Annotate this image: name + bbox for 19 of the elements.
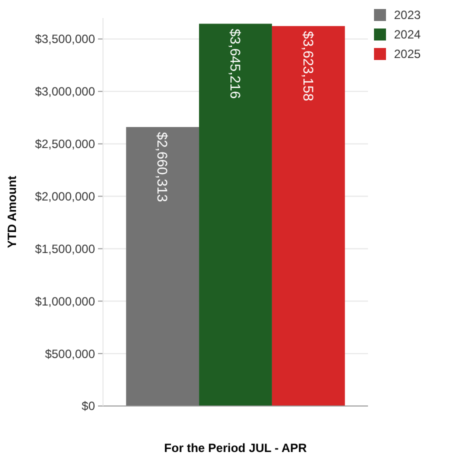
bar: [126, 127, 200, 406]
y-tick-label: $3,500,000: [34, 32, 96, 46]
y-tick-label: $500,000: [44, 346, 96, 361]
y-axis-title: YTD Amount: [5, 176, 19, 248]
data-label: $3,623,158: [300, 31, 317, 102]
y-tick-label: $3,000,000: [34, 84, 96, 99]
data-label: $2,660,313: [154, 132, 171, 202]
y-tick-label: $2,000,000: [34, 189, 96, 204]
x-axis-title: For the Period JUL - APR: [164, 441, 308, 455]
y-tick-label: $1,500,000: [34, 242, 96, 256]
y-tick-label: $2,500,000: [34, 137, 96, 152]
legend-label: 2024: [394, 28, 422, 42]
y-tick-label: $0: [82, 399, 96, 414]
bar: [199, 24, 272, 406]
legend-label: 2023: [394, 8, 422, 22]
legend-label: 2025: [394, 47, 422, 62]
y-tick-label: $1,000,000: [34, 294, 96, 308]
bar: [272, 26, 345, 406]
data-label: $3,645,216: [228, 28, 244, 100]
